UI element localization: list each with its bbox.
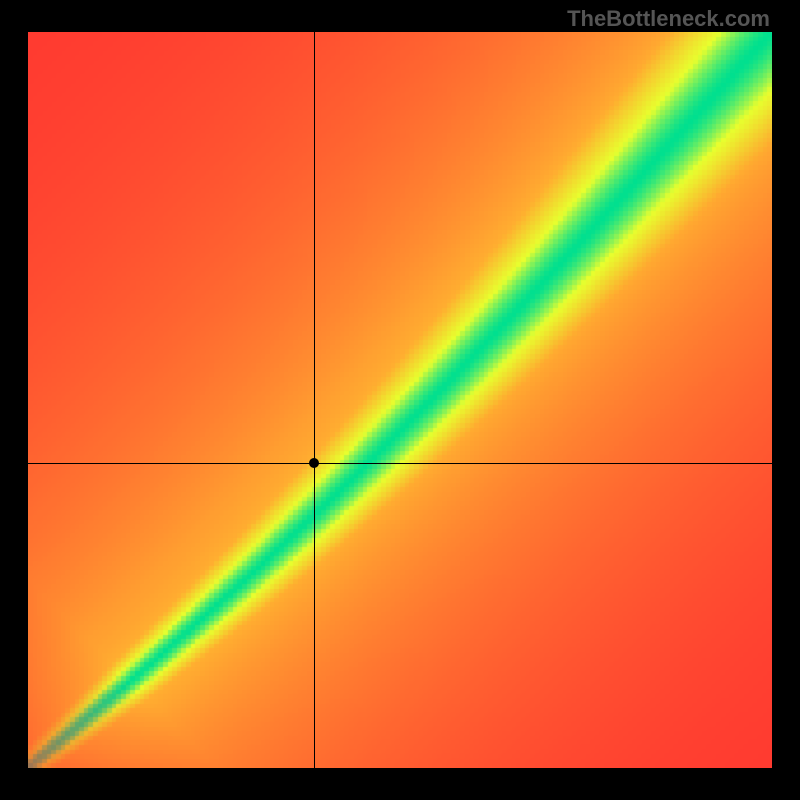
marker-dot: [309, 458, 319, 468]
crosshair-vertical: [314, 32, 315, 768]
heatmap-canvas: [28, 32, 772, 768]
crosshair-horizontal: [28, 463, 772, 464]
watermark-text: TheBottleneck.com: [567, 6, 770, 32]
heatmap-plot: [28, 32, 772, 768]
